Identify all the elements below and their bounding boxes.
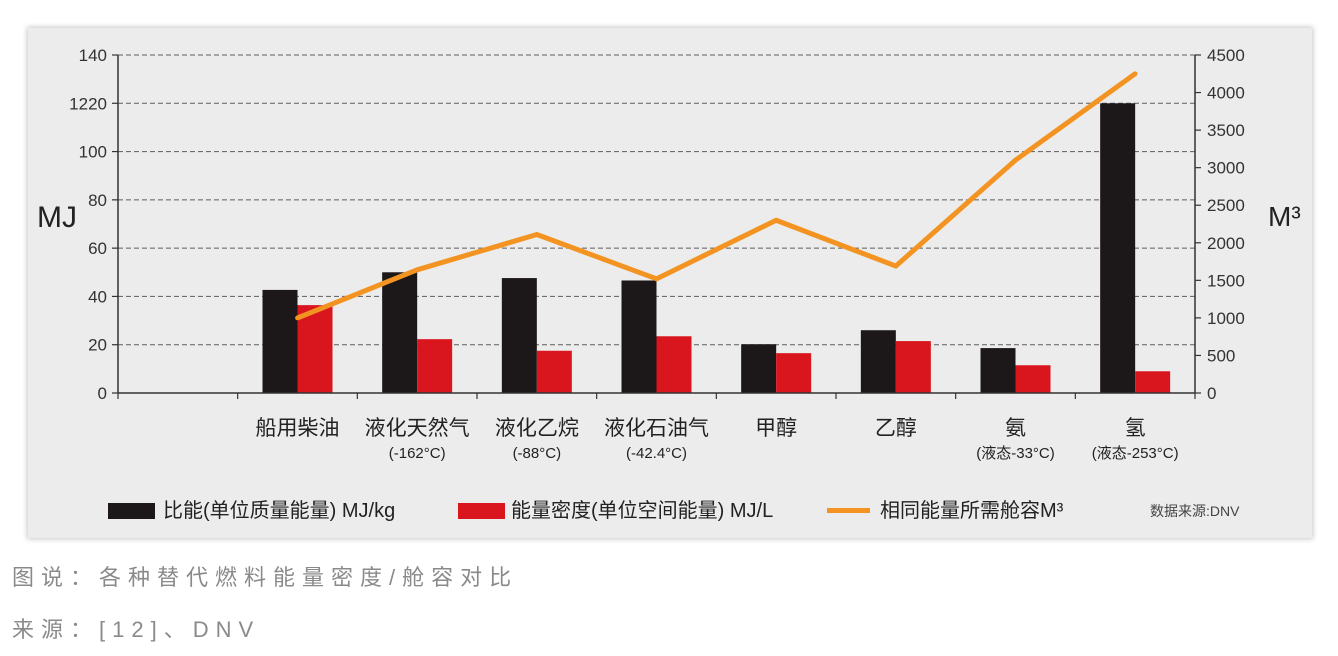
- legend-swatch-specific-energy: [108, 503, 155, 519]
- y-axis-title-right: M³: [1268, 201, 1301, 232]
- line-point-hull-volume-7: [1132, 71, 1138, 77]
- bar-energy-density-0: [297, 305, 333, 393]
- bar-specific-energy-4: [741, 344, 777, 393]
- y-tick-label-right: 500: [1207, 346, 1235, 365]
- y-axis-title-left: MJ: [37, 201, 77, 234]
- category-label: 甲醇: [755, 417, 797, 440]
- bar-specific-energy-6: [980, 348, 1016, 393]
- bar-energy-density-7: [1135, 371, 1171, 393]
- line-point-hull-volume-4: [773, 217, 779, 223]
- legend-swatch-energy-density: [458, 503, 505, 519]
- bar-energy-density-3: [656, 336, 692, 393]
- bar-energy-density-1: [417, 339, 453, 393]
- figure-caption: 图说：各种替代燃料能量密度/舱容对比: [12, 565, 519, 590]
- series-line-hull-volume: [296, 71, 1137, 321]
- line-point-hull-volume-5: [893, 263, 899, 269]
- y-tick-label-left: 80: [88, 191, 107, 210]
- legend-label-hull-volume: 相同能量所需舱容M³: [880, 500, 1064, 522]
- y-tick-label-right: 1000: [1207, 309, 1245, 328]
- axes: [112, 54, 1201, 399]
- y-tick-label-right: 3500: [1207, 121, 1245, 140]
- y-tick-label-left: 0: [98, 384, 107, 403]
- tick-labels: 0 20 40 60 80 100 1220 140 0 500 1000 1500 2000 2500 3…: [69, 46, 1245, 462]
- bar-energy-density-6: [1015, 365, 1051, 393]
- category-label: 液化天然气: [365, 417, 470, 440]
- legend-swatch-hull-volume: [827, 508, 870, 513]
- line-point-hull-volume-0: [295, 315, 300, 321]
- y-tick-label-right: 0: [1207, 384, 1216, 403]
- bar-specific-energy-5: [860, 330, 896, 393]
- bar-specific-energy-3: [621, 280, 657, 393]
- category-label: 液化石油气: [604, 417, 709, 440]
- bar-energy-density-5: [895, 341, 931, 393]
- y-tick-label-left: 140: [79, 46, 107, 65]
- category-label: 乙醇: [875, 417, 917, 440]
- category-note: (-162°C): [389, 445, 446, 462]
- y-tick-label-left: 40: [88, 287, 107, 306]
- y-tick-label-right: 1500: [1207, 271, 1245, 290]
- category-label: 氢: [1125, 417, 1146, 440]
- bar-specific-energy-1: [382, 272, 418, 393]
- legend-label-energy-density: 能量密度(单位空间能量) MJ/L: [511, 500, 774, 522]
- category-label: 氨: [1005, 417, 1026, 440]
- bar-energy-density-2: [536, 350, 572, 393]
- y-tick-label-left: 20: [88, 336, 107, 355]
- bar-specific-energy-0: [262, 289, 298, 393]
- bar-specific-energy-7: [1100, 103, 1136, 394]
- category-label: 液化乙烷: [495, 417, 579, 440]
- chart-panel: [28, 28, 1312, 538]
- line-point-hull-volume-6: [1013, 157, 1018, 163]
- y-tick-label-right: 4500: [1207, 46, 1245, 65]
- chart-source: 数据来源:DNV: [1150, 503, 1240, 519]
- bar-energy-density-4: [776, 353, 812, 393]
- category-note: (液态-253°C): [1092, 445, 1179, 462]
- chart-plot: 0 20 40 60 80 100 1220 140 0 500 1000 1500 2000 2500 3…: [69, 46, 1245, 462]
- category-note: (-42.4°C): [626, 445, 687, 462]
- line-point-hull-volume-1: [414, 267, 420, 273]
- line-point-hull-volume-3: [654, 276, 659, 282]
- legend-label-specific-energy: 比能(单位质量能量) MJ/kg: [163, 500, 396, 522]
- y-tick-label-right: 2000: [1207, 234, 1245, 253]
- y-tick-label-left: 60: [88, 239, 107, 258]
- y-tick-label-left: 1220: [69, 94, 107, 113]
- hull-volume-series: [295, 71, 1138, 321]
- bar-specific-energy-2: [501, 278, 537, 393]
- y-tick-label-right: 2500: [1207, 196, 1245, 215]
- y-tick-label-right: 4000: [1207, 84, 1245, 103]
- figure-source: 来源：[12]、DNV: [12, 617, 261, 642]
- line-point-hull-volume-2: [534, 232, 540, 237]
- y-tick-label-left: 100: [79, 143, 107, 162]
- category-label: 船用柴油: [256, 417, 340, 440]
- category-note: (液态-33°C): [976, 445, 1055, 462]
- category-note: (-88°C): [513, 445, 562, 462]
- y-tick-label-right: 3000: [1207, 159, 1245, 178]
- bars: [262, 103, 1171, 394]
